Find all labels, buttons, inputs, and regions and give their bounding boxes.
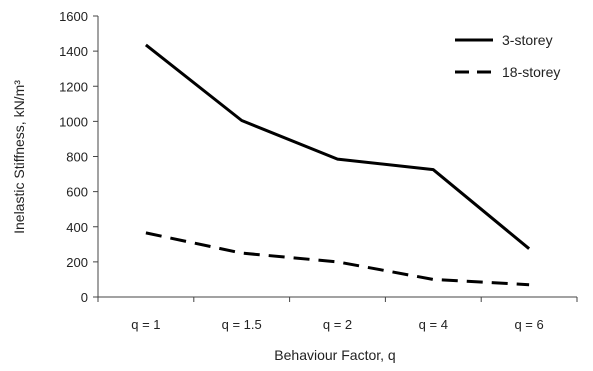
y-tick-label: 1200 [59, 79, 88, 94]
x-tick-label: q = 6 [514, 317, 543, 332]
y-tick-label: 600 [66, 185, 88, 200]
y-tick-label: 1600 [59, 9, 88, 24]
y-tick-label: 0 [81, 290, 88, 305]
legend-label-18-storey: 18-storey [502, 64, 560, 80]
legend-label-3-storey: 3-storey [502, 32, 553, 48]
series-line-3-storey [144, 43, 531, 250]
x-axis-ticks: q = 1 q = 1.5 q = 2 q = 4 q = 6 [97, 297, 578, 332]
x-axis-title: Behaviour Factor, q [274, 347, 395, 363]
y-tick-label: 400 [66, 220, 88, 235]
y-axis-ticks: 0 200 400 600 800 1000 1200 1400 1600 [59, 9, 98, 305]
y-tick-label: 1000 [59, 114, 88, 129]
x-tick-label: q = 1.5 [222, 317, 262, 332]
legend: 3-storey 18-storey [455, 32, 560, 80]
y-tick-label: 1400 [59, 44, 88, 59]
x-tick-label: q = 2 [323, 317, 352, 332]
series-layer [144, 43, 531, 287]
series-line-18-storey [145, 231, 530, 287]
y-tick-label: 800 [66, 150, 88, 165]
x-tick-label: q = 1 [131, 317, 160, 332]
y-tick-label: 200 [66, 255, 88, 270]
y-axis-title: Inelastic Stiffness, kN/m³ [11, 80, 27, 234]
x-tick-label: q = 4 [419, 317, 448, 332]
